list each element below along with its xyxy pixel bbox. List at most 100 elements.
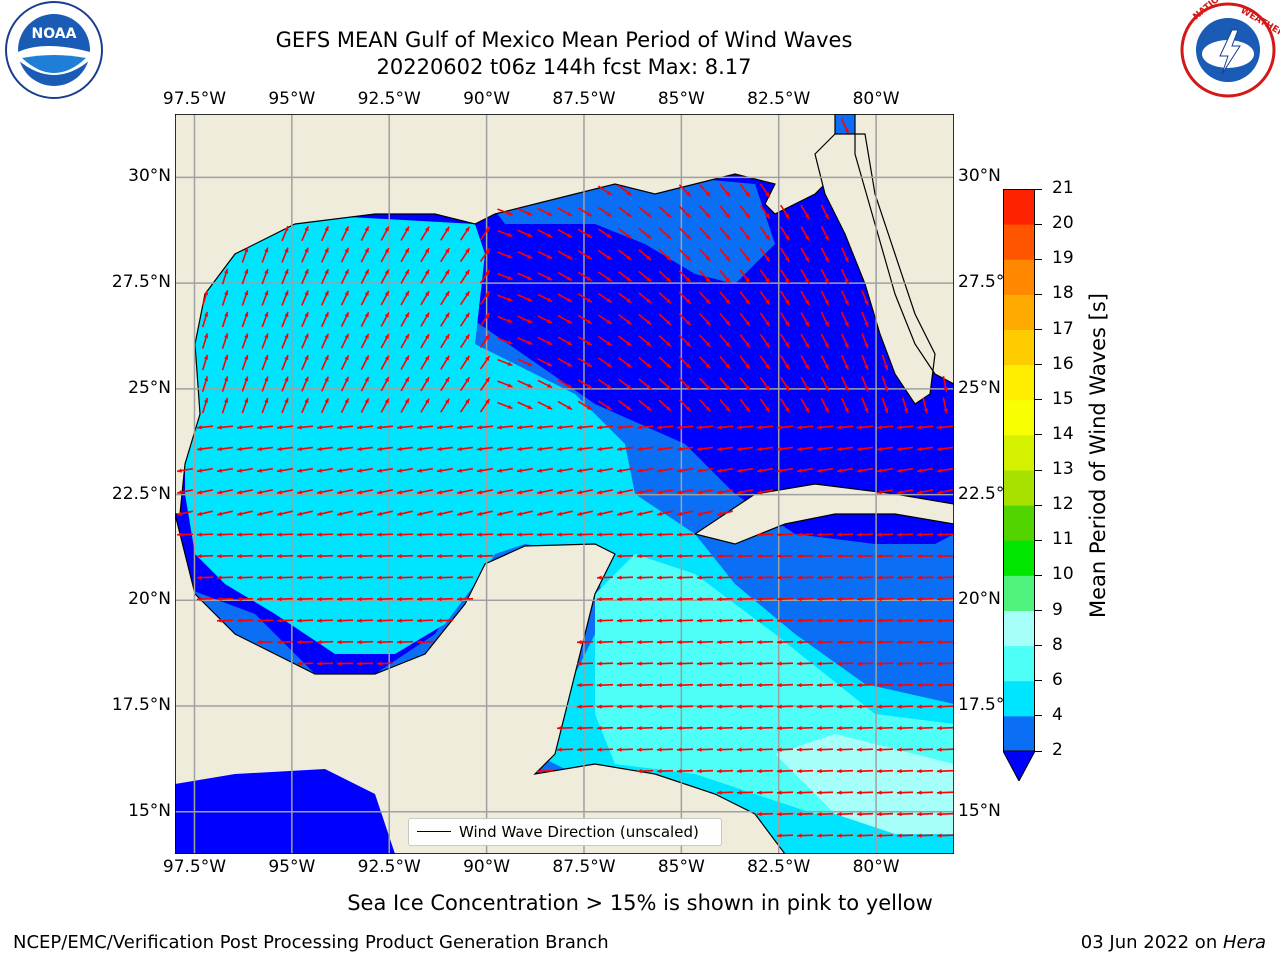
lat-tick-right: 25°N	[958, 377, 1001, 398]
direction-arrow-head	[377, 596, 382, 602]
direction-arrow-head	[844, 364, 849, 370]
direction-arrow-head	[637, 747, 642, 752]
direction-arrow-head	[617, 682, 622, 688]
direction-arrow-head	[477, 425, 482, 430]
direction-arrow-head	[597, 747, 602, 752]
direction-arrow-head	[877, 468, 882, 473]
lat-tick-left: 15°N	[128, 800, 171, 821]
direction-arrow-head	[277, 575, 282, 580]
direction-arrow-head	[445, 269, 450, 275]
direction-arrow-head	[217, 553, 222, 559]
direction-arrow-head	[777, 661, 782, 666]
direction-arrow-head	[445, 355, 450, 361]
colorbar-tick-mark	[1035, 223, 1042, 225]
direction-arrow-head	[685, 298, 691, 304]
direction-arrow-head	[837, 661, 842, 666]
direction-arrow-head	[937, 768, 942, 774]
direction-arrow-head	[897, 532, 902, 537]
direction-arrow-head	[384, 269, 389, 275]
direction-arrow-head	[877, 725, 882, 731]
direction-arrow-head	[217, 618, 222, 623]
direction-arrow-head	[725, 406, 731, 412]
direction-arrow-head	[586, 319, 592, 324]
direction-arrow-head	[566, 383, 572, 388]
direction-arrow-head	[626, 276, 632, 282]
direction-arrow-head	[657, 618, 662, 623]
direction-arrow-head	[457, 575, 462, 580]
direction-arrow-head	[897, 639, 902, 645]
direction-arrow-head	[527, 404, 533, 409]
direction-arrow-head	[697, 661, 702, 666]
direction-arrow-head	[424, 377, 430, 383]
direction-arrow-head	[705, 299, 711, 304]
direction-arrow-head	[765, 364, 770, 370]
direction-arrow-head	[424, 355, 430, 361]
direction-arrow-head	[897, 747, 902, 752]
direction-arrow-head	[677, 490, 683, 495]
direction-arrow-head	[203, 354, 209, 360]
direction-arrow-head	[197, 490, 203, 495]
direction-arrow-head	[297, 446, 302, 452]
direction-arrow-head	[777, 446, 782, 452]
direction-arrow-head	[284, 312, 289, 318]
direction-arrow-head	[857, 446, 862, 452]
colorbar-segment	[1003, 470, 1035, 506]
direction-arrow-head	[737, 425, 742, 430]
direction-arrow-head	[657, 575, 662, 580]
direction-arrow-head	[606, 362, 612, 368]
direction-arrow-head	[725, 342, 731, 348]
direction-arrow-head	[485, 334, 490, 340]
direction-arrow-head	[424, 312, 430, 318]
direction-arrow-head	[917, 833, 922, 838]
direction-arrow-head	[685, 320, 691, 326]
direction-arrow-head	[737, 553, 742, 559]
direction-arrow-head	[597, 725, 602, 731]
colorbar-tick-mark	[1035, 188, 1042, 190]
direction-arrow-head	[785, 256, 790, 262]
direction-arrow-head	[737, 596, 742, 602]
lon-tick-bottom: 82.5°W	[747, 857, 811, 877]
direction-arrow-head	[297, 490, 303, 495]
direction-arrow-head	[745, 406, 750, 412]
direction-arrow-head	[857, 553, 862, 559]
direction-arrow-head	[517, 468, 522, 473]
direction-arrow-head	[785, 364, 790, 370]
direction-arrow-head	[537, 768, 542, 774]
direction-arrow-head	[937, 790, 942, 795]
direction-arrow-head	[844, 321, 849, 327]
direction-arrow-head	[384, 333, 389, 339]
direction-arrow-head	[917, 811, 922, 817]
direction-arrow-head	[844, 128, 849, 134]
direction-arrow-head	[264, 355, 269, 360]
direction-arrow-head	[597, 446, 602, 452]
colorbar-tick-label: 16	[1052, 353, 1074, 374]
direction-arrow-head	[884, 386, 889, 392]
direction-arrow-head	[817, 468, 822, 473]
direction-arrow-head	[527, 383, 533, 388]
direction-arrow-head	[837, 446, 842, 452]
direction-arrow-head	[705, 191, 711, 197]
direction-arrow-head	[297, 639, 302, 645]
direction-arrow-head	[777, 768, 782, 774]
direction-arrow-head	[244, 397, 249, 403]
colorbar-segment	[1003, 610, 1035, 647]
direction-arrow-head	[897, 575, 902, 580]
lon-tick-bottom: 80°W	[852, 857, 900, 877]
colorbar-segment	[1003, 294, 1035, 330]
direction-arrow-head	[357, 639, 362, 645]
direction-arrow-head	[424, 226, 430, 232]
direction-arrow-head	[297, 661, 302, 666]
direction-arrow-head	[757, 425, 762, 430]
lon-tick-bottom: 90°W	[463, 857, 511, 877]
direction-arrow-head	[737, 768, 742, 774]
direction-arrow-head	[685, 277, 691, 283]
direction-arrow-head	[725, 191, 731, 197]
direction-arrow-head	[837, 553, 842, 559]
direction-arrow-head	[677, 768, 682, 774]
direction-arrow-head	[637, 446, 642, 452]
direction-arrow-head	[903, 408, 909, 414]
direction-arrow-head	[477, 532, 482, 537]
direction-arrow-head	[445, 248, 450, 254]
colorbar-tick-label: 6	[1052, 669, 1063, 690]
direction-arrow-head	[417, 639, 422, 645]
